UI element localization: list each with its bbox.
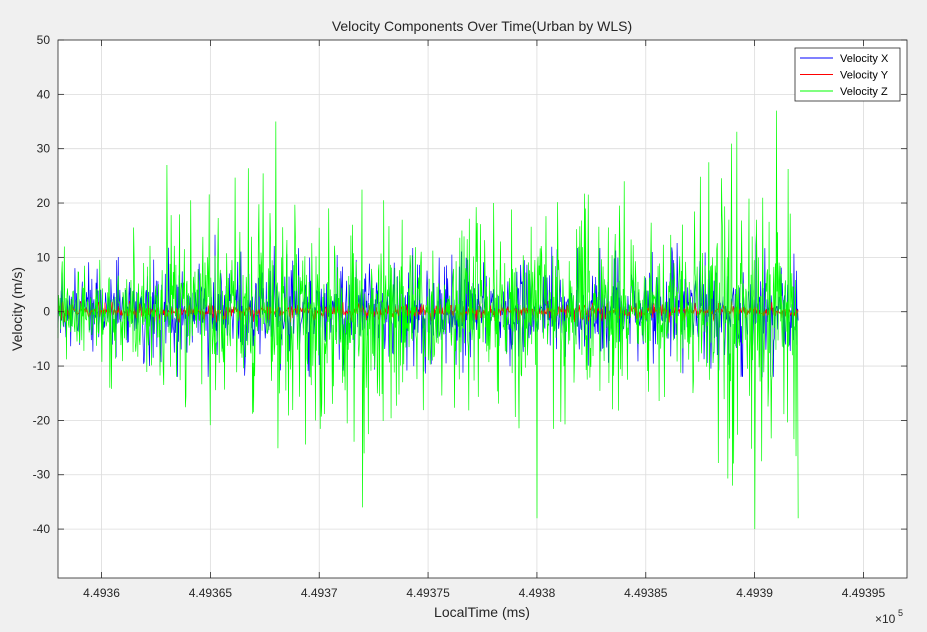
y-tick-label: 40	[37, 87, 51, 101]
svg-text:×10: ×10	[875, 612, 896, 626]
x-axis-label: LocalTime (ms)	[434, 604, 530, 620]
x-exponent-label: ×10 5	[875, 608, 903, 626]
y-tick-label: -10	[33, 359, 51, 373]
y-tick-label: 10	[37, 250, 51, 264]
y-tick-label: 20	[37, 196, 51, 210]
legend-entry: Velocity Z	[840, 86, 888, 98]
x-tick-label: 4.49375	[406, 586, 450, 600]
chart-title: Velocity Components Over Time(Urban by W…	[332, 18, 632, 34]
tick-labels: 4.4936 4.49365 4.4937 4.49375 4.4938 4.49385 4…	[33, 33, 886, 600]
x-tick-label: 4.4938	[519, 586, 556, 600]
y-tick-label: -30	[33, 468, 51, 482]
ticks	[58, 39, 907, 578]
x-tick-label: 4.49395	[842, 586, 886, 600]
legend: Velocity X Velocity Y Velocity Z	[794, 47, 901, 102]
svg-text:5: 5	[898, 608, 903, 618]
y-tick-label: -20	[33, 413, 51, 427]
legend-entry: Velocity X	[840, 53, 889, 65]
series-line-velocity-z	[57, 110, 799, 530]
y-tick-label: -40	[33, 522, 51, 536]
y-axis-label: Velocity (m/s)	[9, 267, 25, 351]
x-tick-label: 4.4937	[301, 586, 338, 600]
y-tick-label: 50	[37, 33, 51, 47]
x-tick-label: 4.49385	[624, 586, 668, 600]
legend-entry: Velocity Y	[840, 70, 889, 82]
x-tick-label: 4.49365	[189, 586, 233, 600]
y-tick-label: 0	[43, 305, 50, 319]
axes-box	[57, 39, 908, 579]
x-tick-label: 4.4936	[83, 586, 120, 600]
y-tick-label: 30	[37, 142, 51, 156]
x-tick-label: 4.4939	[736, 586, 773, 600]
series-layer	[57, 110, 799, 530]
